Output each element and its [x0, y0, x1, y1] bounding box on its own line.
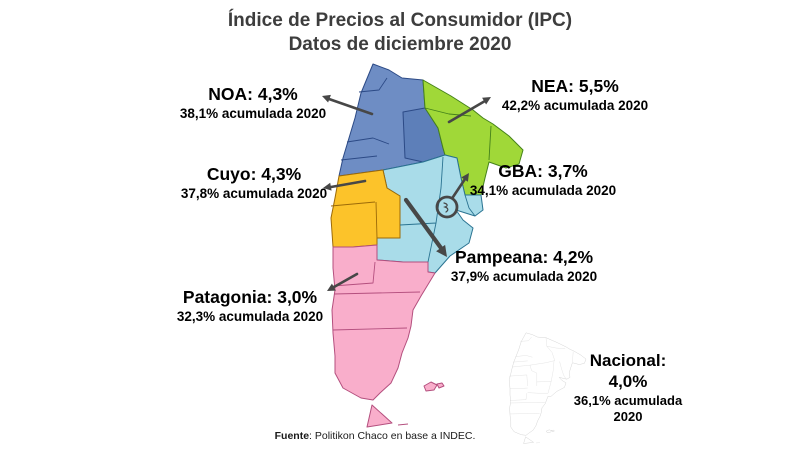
label-noa-rate: NOA: 4,3%	[208, 84, 298, 104]
source-text: : Politikon Chaco en base a INDEC.	[309, 430, 476, 442]
label-gba-accumulated: 34,1% acumulada 2020	[469, 182, 617, 198]
mini-malvinas	[546, 429, 555, 433]
arrow-cuyo-head	[323, 182, 332, 191]
argentina-map	[330, 63, 524, 428]
arrow-noa-head	[322, 94, 331, 103]
gba-city-mark	[443, 202, 449, 213]
province-borders-cuyo	[330, 201, 378, 239]
label-nea: NEA: 5,5% 42,2% acumulada 2020	[501, 76, 649, 114]
source-note: Fuente: Politikon Chaco en base a INDEC.	[275, 430, 476, 442]
national-accumulated-year: 2020	[613, 409, 643, 425]
gba-ring	[435, 195, 459, 219]
province-borders-nea	[424, 107, 492, 161]
label-cuyo: Cuyo: 4,3% 37,8% acumulada 2020	[180, 164, 328, 202]
title-line-1: Índice de Precios al Consumidor (IPC)	[227, 10, 573, 31]
page-title: Índice de Precios al Consumidor (IPC) Da…	[0, 9, 800, 58]
label-patagonia-rate: Patagonia: 3,0%	[182, 287, 318, 307]
arrow-gba-head	[461, 173, 469, 182]
province-borders-patagonia	[332, 261, 421, 331]
label-gba-rate: GBA: 3,7%	[498, 161, 588, 181]
label-noa-accumulated: 38,1% acumulada 2020	[179, 105, 327, 121]
region-patagonia	[331, 244, 436, 401]
national-title: Nacional:	[589, 351, 667, 370]
province-borders-noa	[340, 77, 390, 161]
arrow-nea-line	[447, 99, 487, 124]
province-borders-pampeana	[399, 156, 476, 263]
mini-tierra-del-fuego	[523, 436, 534, 444]
label-cuyo-rate: Cuyo: 4,3%	[206, 164, 302, 184]
label-patagonia-accumulated: 32,3% acumulada 2020	[176, 308, 324, 324]
label-noa: NOA: 4,3% 38,1% acumulada 2020	[179, 84, 327, 122]
label-gba: GBA: 3,7% 34,1% acumulada 2020	[469, 161, 617, 199]
label-patagonia: Patagonia: 3,0% 32,3% acumulada 2020	[176, 287, 324, 325]
callout-arrows	[322, 94, 491, 291]
arrow-gba-line	[451, 177, 467, 199]
source-prefix: Fuente	[274, 430, 310, 442]
national-accumulated: 36,1% acumulada	[573, 392, 683, 408]
arrow-pampeana-line	[403, 197, 444, 251]
arrow-patagonia-head	[327, 283, 336, 291]
national-rate: 4,0%	[608, 372, 648, 392]
islet-line	[397, 423, 409, 426]
national-summary: Nacional: 4,0% 36,1% acumulada 2020	[574, 350, 682, 426]
tierra-del-fuego	[366, 404, 393, 428]
arrow-patagonia-line	[332, 272, 359, 289]
arrow-nea-head	[482, 97, 491, 105]
arrow-cuyo-line	[329, 179, 367, 189]
label-nea-rate: NEA: 5,5%	[531, 76, 619, 96]
label-nea-accumulated: 42,2% acumulada 2020	[501, 97, 649, 113]
arrow-noa-line	[327, 97, 374, 116]
arrow-pampeana-head	[436, 244, 447, 257]
region-nea	[422, 79, 524, 196]
label-pampeana-rate: Pampeana: 4,2%	[454, 247, 594, 267]
title-line-2: Datos de diciembre 2020	[288, 34, 512, 56]
malvinas-islands	[423, 381, 445, 392]
label-pampeana: Pampeana: 4,2% 37,9% acumulada 2020	[450, 247, 598, 285]
label-pampeana-accumulated: 37,9% acumulada 2020	[450, 268, 598, 284]
label-cuyo-accumulated: 37,8% acumulada 2020	[180, 185, 328, 201]
